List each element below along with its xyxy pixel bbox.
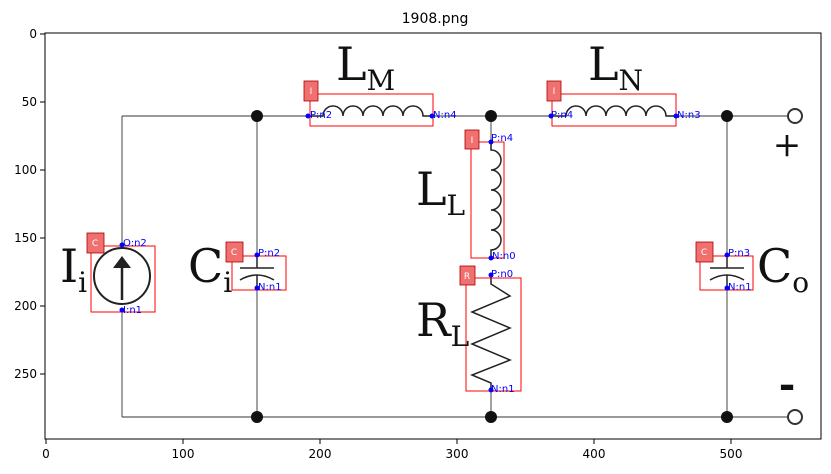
symbol-ci: Ci	[188, 239, 232, 299]
component-tag	[695, 241, 714, 263]
component-tag-label: C	[701, 248, 707, 258]
pin-dot	[488, 139, 494, 145]
y-tick-label: 250	[14, 367, 37, 381]
inductor-ln: I P:n4 N:n3 LN	[546, 37, 701, 127]
inductor-lm: I P:n2 N:n4 LM	[303, 37, 457, 127]
pin-label: P:n0	[491, 269, 513, 280]
component-box	[470, 141, 505, 259]
pin-label: I:n1	[123, 305, 142, 316]
x-tick-label: 500	[720, 447, 743, 461]
pin-dot	[429, 113, 435, 119]
output-terminal-plus	[787, 108, 803, 124]
pin-dot	[119, 307, 125, 313]
pin-label: P:n4	[551, 110, 573, 121]
component-box	[309, 93, 434, 127]
symbol-ln: LN	[588, 37, 643, 97]
pin-label: P:n4	[491, 133, 513, 144]
component-tag	[303, 80, 319, 102]
pin-dot	[119, 242, 125, 248]
output-terminal-minus	[787, 409, 803, 425]
symbol-ll: LL	[416, 162, 465, 222]
pin-label: P:n2	[258, 248, 280, 259]
pin-dot	[305, 113, 311, 119]
symbol-lm: LM	[336, 37, 395, 97]
pin-dot	[673, 113, 679, 119]
symbol-rl: RL	[416, 293, 469, 353]
capacitor-co: C P:n3 N:n1 Co	[695, 239, 809, 299]
pin-label: N:n0	[492, 251, 516, 262]
x-tick-label: 400	[583, 447, 606, 461]
pin-dot	[488, 272, 494, 278]
minus-sign: -	[779, 361, 796, 408]
pin-dot	[254, 252, 260, 258]
y-tick-label: 0	[29, 27, 37, 41]
current-source-ii: C O:n2 I:n1 Ii	[60, 232, 156, 316]
pin-label: N:n1	[491, 384, 515, 395]
pin-label: N:n1	[728, 282, 752, 293]
pin-label: P:n2	[310, 110, 332, 121]
pin-dot	[724, 285, 730, 291]
symbol-co: Co	[757, 239, 809, 299]
component-box	[465, 277, 522, 392]
pin-dot	[488, 387, 494, 393]
pin-label: O:n2	[123, 238, 147, 249]
component-tag-label: C	[92, 239, 98, 249]
pin-dot	[488, 255, 494, 261]
x-tick-label: 0	[42, 447, 50, 461]
component-tag-label: C	[231, 248, 237, 258]
component-tag-label: I	[471, 136, 474, 146]
inductor-ll: I P:n4 N:n0 LL	[416, 129, 516, 262]
pin-dot	[548, 113, 554, 119]
pin-dot	[724, 252, 730, 258]
pin-dot	[254, 285, 260, 291]
plus-sign: +	[773, 125, 802, 165]
x-tick-label: 300	[446, 447, 469, 461]
junctions	[251, 110, 733, 423]
pin-label: N:n4	[433, 110, 457, 121]
y-tick-label: 200	[14, 299, 37, 313]
x-axis: 0 100 200 300 400 500	[42, 439, 742, 461]
figure-title: 1908.png	[402, 11, 469, 27]
component-tag-label: I	[310, 87, 313, 97]
component-tag	[225, 241, 244, 263]
y-axis: 0 50 100 150 200 250	[14, 27, 45, 381]
component-tag	[546, 80, 562, 102]
y-tick-label: 150	[14, 231, 37, 245]
y-tick-label: 50	[22, 95, 37, 109]
symbol-ii: Ii	[60, 239, 87, 299]
y-tick-label: 100	[14, 163, 37, 177]
component-tag-label: R	[464, 272, 470, 282]
component-tag	[464, 129, 480, 150]
component-box	[551, 93, 677, 127]
component-tag-label: I	[553, 87, 556, 97]
pin-label: P:n3	[728, 248, 750, 259]
component-tag	[86, 232, 105, 254]
component-tag	[459, 265, 476, 286]
pin-label: N:n3	[677, 110, 701, 121]
resistor-rl: R P:n0 N:n1 RL	[416, 265, 522, 395]
pin-label: N:n1	[258, 282, 282, 293]
x-tick-label: 100	[172, 447, 195, 461]
capacitor-ci: C P:n2 N:n1 Ci	[188, 239, 287, 299]
x-tick-label: 200	[309, 447, 332, 461]
